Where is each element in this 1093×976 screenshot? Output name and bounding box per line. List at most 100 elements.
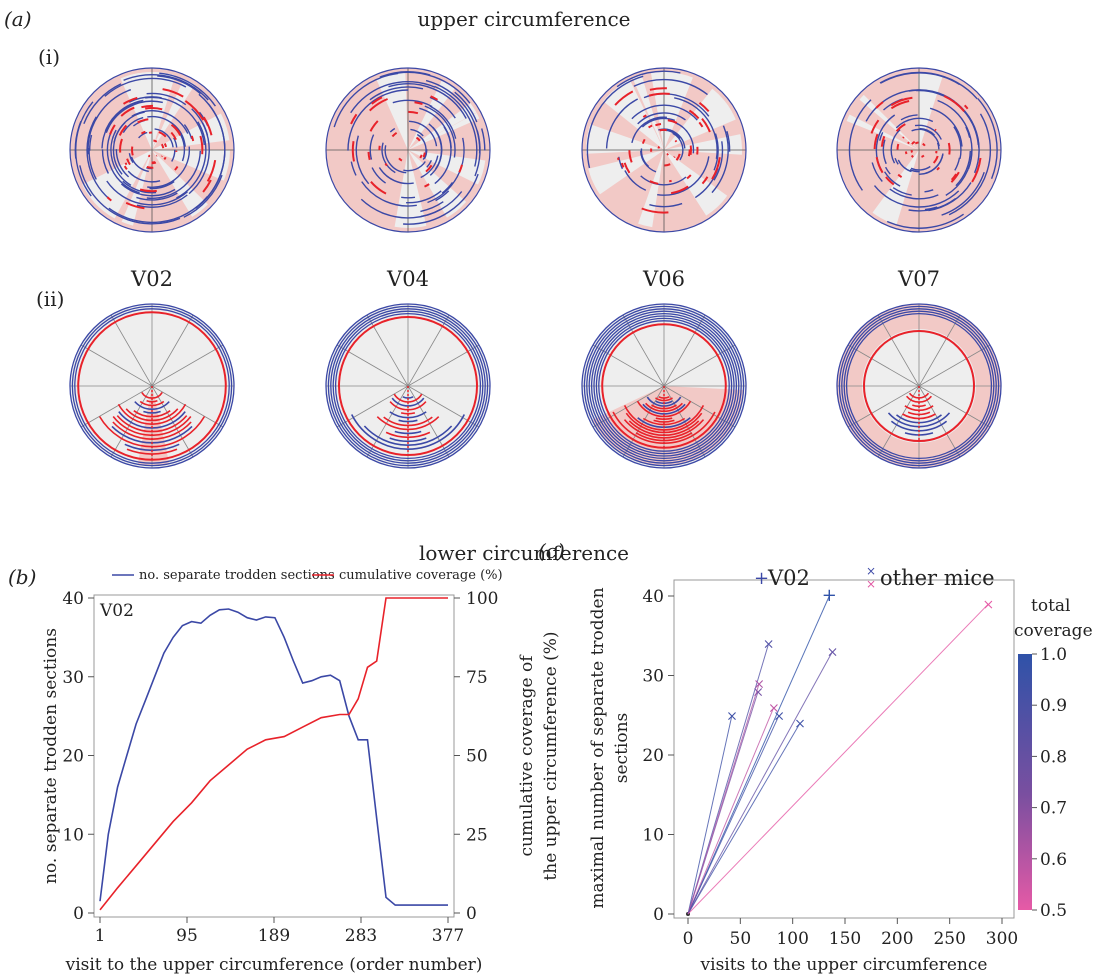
- polar-upper-v07-blue-arc: [894, 157, 899, 165]
- plot-b-ytick-right-label: 75: [466, 668, 488, 688]
- polar-upper-v04-red-arc: [369, 98, 388, 112]
- polar-upper-v02-blue-arc: [147, 146, 191, 189]
- polar-upper-v02-blue-arc: [149, 181, 175, 190]
- mouse-label-v04: V04: [386, 267, 429, 291]
- polar-upper-v07-blue-arc: [924, 206, 938, 211]
- plot-b-ylabel-left: no. separate trodden sections: [41, 628, 61, 884]
- polar-upper-v04-red-arc: [370, 181, 387, 195]
- plot-c-trajectory-line: [687, 595, 830, 915]
- row-ii-label: (ii): [36, 287, 64, 311]
- polar-upper-v02-blue-arc: [101, 149, 110, 174]
- polar-upper-v06-gap-sector: [586, 124, 664, 154]
- polar-lower-v04-bottom-arc: [350, 414, 466, 450]
- polar-upper-v06-red-arc: [698, 102, 710, 113]
- polar-lower-v07-blue-ring: [838, 305, 1000, 467]
- polar-upper-v02-blue-arc: [127, 170, 161, 183]
- polar-upper-v02-blue-arc: [115, 149, 130, 178]
- polar-upper-v06-blue-arc: [674, 122, 695, 154]
- plot-c-point: ×: [768, 700, 780, 716]
- polar-upper-v02-red-arc: [123, 165, 128, 171]
- polar-upper-v07-red-arc: [921, 154, 925, 158]
- polar-upper-v07-blue-arc: [886, 213, 964, 229]
- polar-upper-v06-gap-sector: [638, 150, 664, 228]
- polar-lower-v02-spoke: [151, 314, 194, 387]
- polar-upper-v02-red-arc: [126, 158, 131, 166]
- colorbar-title-1: total: [1031, 596, 1070, 616]
- polar-plots-lower: [69, 303, 1002, 469]
- polar-upper-v06-blue-arc: [641, 117, 676, 128]
- polar-lower-v06-blue-ring: [598, 320, 730, 452]
- plot-c-ytick-label: 0: [653, 905, 664, 925]
- polar-upper-v07-blue-arc: [889, 188, 939, 200]
- polar-upper-v04-blue-arc: [441, 181, 454, 194]
- polar-lower-v04-blue-ring: [334, 312, 482, 460]
- polar-upper-v04-blue-arc: [350, 80, 436, 114]
- polar-upper-v07-outer-ring: [836, 67, 1002, 233]
- polar-upper-v02-red-arc: [163, 156, 167, 161]
- polar-upper-v04-blue-arc: [401, 196, 416, 199]
- polar-upper-v02-red-arc: [140, 130, 146, 135]
- polar-lower-v06-bottom-arc: [625, 412, 703, 434]
- plot-c-ytick-label: 10: [642, 826, 664, 846]
- polar-upper-v04-blue-arc: [427, 137, 465, 204]
- polar-upper-v04-blue-arc: [381, 142, 396, 174]
- legend-label-sections: no. separate trodden sections: [139, 568, 335, 583]
- plot-b-ytick-left-label: 40: [62, 589, 84, 609]
- polar-upper-v02-red-arc: [173, 126, 181, 135]
- polar-lower-v07: [836, 303, 1002, 469]
- plot-c-point: ×: [827, 645, 839, 661]
- polar-lower-v02-blue-ring: [69, 303, 235, 469]
- polar-upper-v04-red-arc: [350, 113, 358, 125]
- polar-upper-v02-blue-arc: [104, 99, 144, 132]
- polar-upper-v02-blue-arc: [74, 120, 82, 159]
- polar-upper-v07-red-arc: [950, 173, 958, 181]
- polar-upper-v07-blue-arc: [871, 162, 883, 182]
- polar-lower-v04-bottom-arc: [391, 397, 425, 407]
- polar-upper-v07-red-arc: [875, 101, 884, 109]
- polar-lower-v06-spoke: [663, 314, 706, 387]
- polar-upper-v06: [581, 67, 747, 233]
- polar-upper-v06-red-arc: [675, 153, 681, 161]
- polar-upper-v06-red-arc: [711, 157, 721, 180]
- polar-upper-v04-blue-arc: [429, 105, 457, 139]
- polar-upper-v07-gap-sector: [872, 150, 919, 225]
- polar-upper-v06-blue-arc: [726, 131, 731, 152]
- polar-upper-v02-blue-arc: [83, 83, 122, 124]
- colorbar-ticks: 1.0 0.9 0.8 0.7 0.6 0.5: [1032, 645, 1067, 921]
- polar-upper-v02-blue-arc: [123, 74, 209, 101]
- polar-upper-v04-blue-arc: [423, 149, 428, 160]
- polar-upper-v07-blue-arc: [954, 157, 961, 171]
- series-line-coverage: [99, 597, 448, 911]
- polar-lower-v06-spoke: [622, 314, 665, 387]
- polar-upper-v06-red-arc: [648, 92, 670, 97]
- polar-upper-v02-red-arc: [139, 188, 157, 193]
- polar-upper-v02-red-arc: [202, 116, 213, 136]
- polar-upper-v02-blue-arc: [130, 156, 149, 173]
- polar-upper-v07-red-arc: [943, 95, 965, 112]
- polar-lower-v02-bottom-arc: [143, 410, 161, 414]
- polar-upper-v06-blue-arc: [624, 170, 647, 191]
- polar-upper-v02-blue-arc: [159, 72, 216, 107]
- polar-lower-v04-bottom-arc: [385, 431, 431, 439]
- polar-upper-v04-gap-sector: [408, 103, 477, 150]
- polar-upper-v04-blue-arc: [408, 120, 438, 147]
- polar-upper-v07-blue-arc: [884, 171, 901, 187]
- plot-b-ytick-left-label: 10: [62, 825, 84, 845]
- plot-c-trajectory-line: [687, 715, 780, 915]
- polar-lower-v06-spoke: [663, 385, 736, 428]
- polar-upper-v02-blue-arc: [112, 122, 126, 175]
- polar-upper-v06-blue-arc: [640, 175, 687, 186]
- polar-upper-v02-blue-arc: [122, 180, 157, 194]
- plot-c-frame: [673, 579, 1015, 919]
- polar-lower-v04-bottom-arc: [389, 401, 427, 411]
- polar-upper-v04-blue-arc: [389, 127, 396, 133]
- polar-upper-v02-blue-arc: [146, 92, 187, 106]
- colorbar-tick-label: 0.8: [1040, 747, 1067, 767]
- polar-upper-v04-blue-arc: [420, 201, 444, 213]
- polar-upper-v06-outer-ring: [581, 67, 747, 233]
- polar-upper-v02-blue-arc: [122, 116, 144, 133]
- polar-upper-v02-blue-arc: [154, 128, 174, 148]
- plot-b-ytick-right-label: 25: [466, 825, 488, 845]
- polar-upper-v04-blue-arc: [403, 173, 479, 225]
- polar-upper-v07-red-arc: [873, 133, 879, 150]
